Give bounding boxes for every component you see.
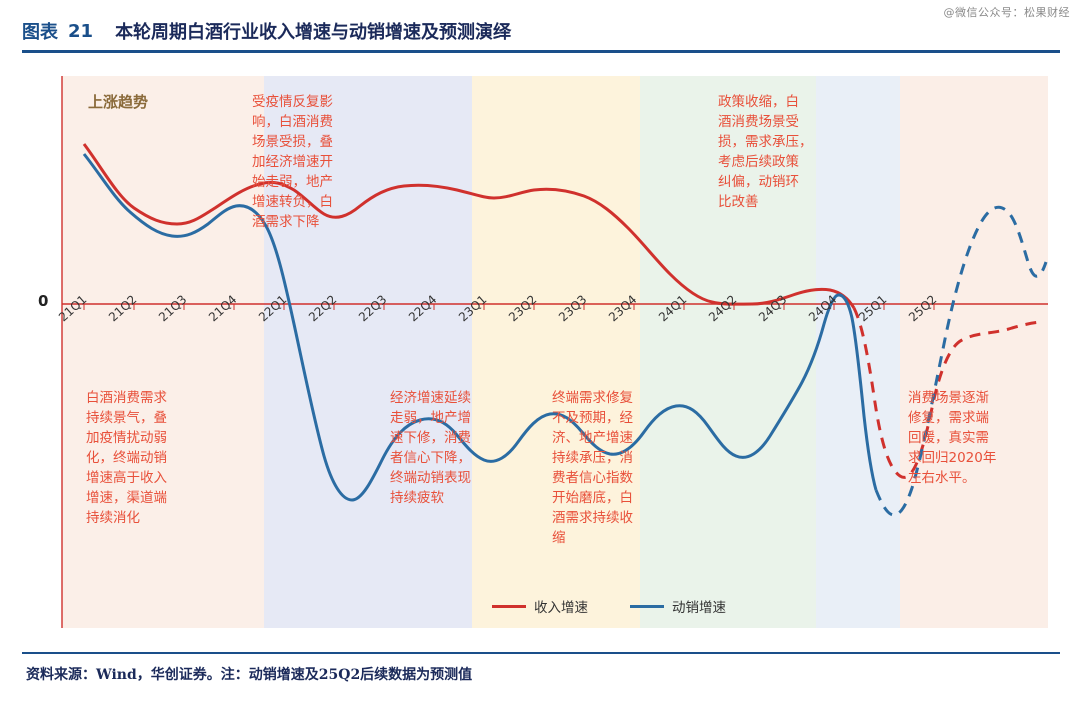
chart-plot-area: 0 21Q1 21Q2 21Q3 21Q4 22Q1 22Q2 22Q3 22Q… [22, 56, 1060, 646]
legend-sales: 动销增速 [630, 596, 726, 616]
page-title: 本轮周期白酒行业收入增速与动销增速及预测演绎 [115, 22, 512, 43]
annotation-rising-trend: 上涨趋势 [88, 93, 149, 111]
figure-number: 21 [68, 20, 94, 42]
chart-svg [61, 76, 1048, 628]
x-axis-ticks [83, 304, 935, 310]
footer-divider [22, 652, 1060, 654]
legend-revenue: 收入增速 [492, 596, 588, 616]
annotation-note-22: 受疫情反复影 响，白酒消费 场景受损，叠 加经济增速开 始走弱，地产 增速转负，… [252, 94, 333, 230]
title-divider [22, 50, 1060, 53]
legend-label-sales: 动销增速 [672, 600, 726, 616]
annotation-note-23: 经济增速延续 走弱，地产增 速下修，消费 者信心下降， 终端动销表现 持续疲软 [390, 390, 471, 506]
annotation-note-21: 白酒消费需求 持续景气，叠 加疫情扰动弱 化，终端动销 增速高于收入 增速，渠道… [86, 390, 167, 526]
legend-swatch-sales [630, 604, 664, 608]
legend-label-revenue: 收入增速 [534, 600, 588, 616]
annotation-note-24: 终端需求修复 不及预期，经 济、地产增速 持续承压，消 费者信心指数 开始磨底，… [552, 390, 633, 546]
legend-swatch-revenue [492, 604, 526, 608]
series-sales-dashed [874, 205, 1048, 517]
series-revenue-dashed [852, 307, 1045, 479]
y-axis-zero-label: 0 [38, 292, 49, 310]
figure-title-bar: 图表 21 本轮周期白酒行业收入增速与动销增速及预测演绎 [22, 18, 1060, 44]
watermark: @微信公众号：松果财经 [943, 6, 1070, 19]
annotation-note-25q1: 政策收缩，白 酒消费场景受 损，需求承压， 考虑后续政策 纠偏，动销环 比改善 [718, 94, 813, 210]
series-revenue-solid [82, 143, 856, 309]
annotation-note-forecast: 消费场景逐渐 修复，需求端 回暖，真实需 求回归2020年 左右水平。 [908, 390, 997, 486]
source-note: 资料来源：Wind，华创证券。注：动销增速及25Q2后续数据为预测值 [26, 667, 473, 683]
series-sales-solid [82, 153, 878, 502]
figure-label: 图表 [22, 22, 58, 43]
